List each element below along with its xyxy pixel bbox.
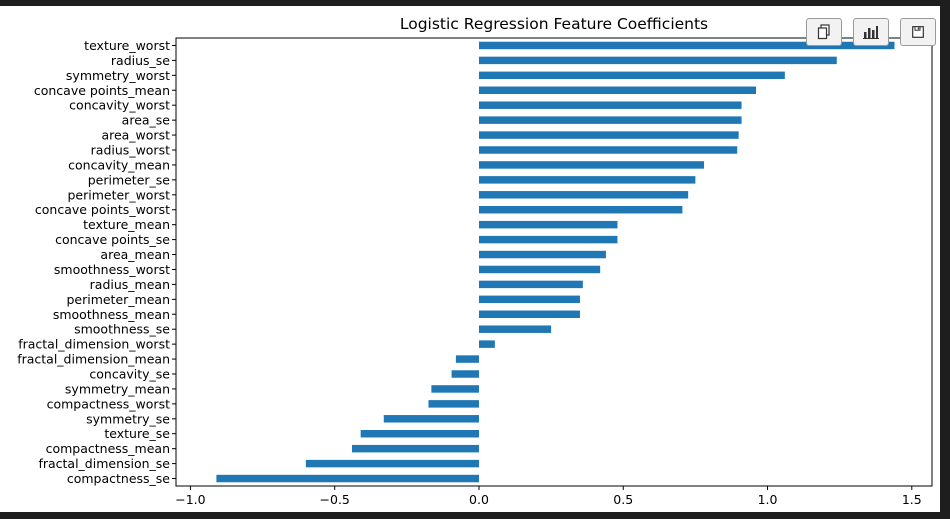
y-tick-label: smoothness_se [74, 322, 170, 337]
bar [478, 206, 683, 214]
y-tick-label: radius_se [111, 53, 170, 68]
y-tick-label: area_worst [101, 128, 170, 143]
bar [478, 116, 742, 124]
y-tick-label: symmetry_mean [65, 381, 170, 396]
x-tick-label: −0.5 [320, 492, 350, 507]
bar [478, 250, 606, 259]
y-tick-label: fractal_dimension_se [38, 456, 170, 471]
y-tick-label: area_mean [100, 247, 170, 262]
x-tick-label: −1.0 [175, 492, 205, 507]
bar [478, 71, 785, 80]
bar [478, 176, 696, 184]
x-tick-label: 1.0 [758, 492, 778, 507]
copy-icon [817, 24, 831, 40]
bar [383, 415, 479, 423]
bar [478, 56, 837, 65]
bar [478, 340, 495, 348]
figure-toolbar [806, 18, 936, 46]
bar [478, 191, 689, 199]
y-tick-label: texture_se [104, 426, 170, 441]
chart-title: Logistic Regression Feature Coefficients [400, 15, 708, 33]
y-tick-label: smoothness_worst [54, 262, 170, 277]
bar [455, 355, 479, 363]
bar [451, 370, 479, 378]
y-tick-label: fractal_dimension_mean [17, 352, 170, 367]
bar [478, 235, 618, 244]
y-tick-label: compactness_mean [46, 441, 170, 456]
y-tick-label: area_se [122, 113, 171, 128]
plot-frame [175, 37, 933, 487]
y-tick-label: fractal_dimension_worst [18, 337, 170, 352]
bar [478, 280, 583, 289]
bar [478, 41, 895, 50]
bar [478, 295, 580, 304]
bar [478, 146, 738, 154]
bar [352, 444, 479, 453]
y-tick-label: texture_mean [83, 217, 170, 232]
y-tick-label: perimeter_mean [66, 292, 170, 307]
y-tick-label: concave points_worst [35, 202, 170, 217]
bar-chart: Logistic Regression Feature Coefficients… [17, 15, 933, 507]
bars-layer [216, 41, 895, 483]
bar [360, 430, 479, 438]
save-icon [912, 26, 924, 38]
bar [478, 161, 705, 169]
y-tick-label: concave points_mean [34, 83, 170, 98]
bar [478, 325, 552, 333]
bar [216, 474, 479, 483]
save-button[interactable] [900, 18, 936, 46]
bar [431, 385, 479, 393]
x-tick-label: 0.5 [613, 492, 633, 507]
x-tick-label: 0.0 [469, 492, 489, 507]
y-tick-label: radius_worst [91, 143, 170, 158]
y-tick-label: compactness_worst [47, 396, 170, 411]
figure-canvas: Logistic Regression Feature Coefficients… [0, 6, 940, 512]
bar [478, 265, 601, 274]
bar [305, 459, 479, 468]
y-tick-label: symmetry_se [86, 411, 170, 426]
y-tick-label: concave points_se [55, 232, 170, 247]
y-tick-label: perimeter_se [88, 172, 171, 187]
chart-icon [863, 25, 879, 39]
y-tick-label: concavity_se [89, 367, 170, 382]
y-tick-labels: texture_worstradius_sesymmetry_worstconc… [17, 38, 176, 486]
x-axis: −1.0 −0.5 0.0 0.5 1.0 1.5 [175, 486, 922, 507]
bar [478, 86, 756, 94]
bar [428, 400, 479, 408]
y-tick-label: perimeter_worst [67, 187, 170, 202]
y-tick-label: concavity_worst [69, 98, 170, 113]
bar [478, 131, 739, 139]
chart-button[interactable] [853, 18, 889, 46]
x-tick-label: 1.5 [902, 492, 922, 507]
y-tick-label: texture_worst [84, 38, 170, 53]
y-tick-label: symmetry_worst [66, 68, 170, 83]
y-tick-label: compactness_se [67, 471, 170, 486]
bar [478, 310, 580, 318]
y-tick-label: smoothness_mean [53, 307, 170, 322]
y-tick-label: concavity_mean [68, 157, 170, 172]
bar [478, 220, 618, 229]
copy-button[interactable] [806, 18, 842, 46]
bar [478, 101, 742, 109]
y-tick-label: radius_mean [90, 277, 170, 292]
